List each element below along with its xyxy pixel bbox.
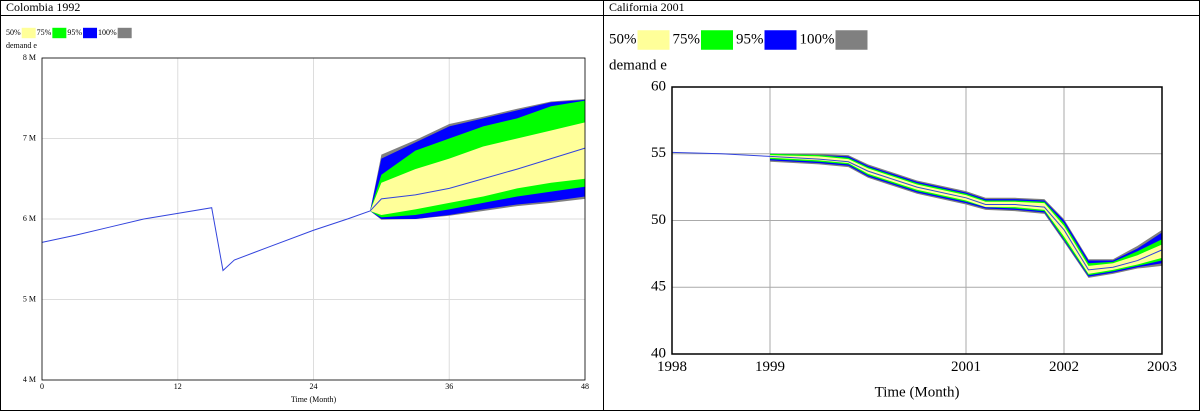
y-tick-label: 45 bbox=[651, 279, 666, 295]
band bbox=[370, 122, 585, 215]
legend-label: 95% bbox=[67, 28, 82, 37]
y-tick-label: 55 bbox=[651, 145, 666, 161]
x-axis-label: Time (Month) bbox=[875, 384, 960, 400]
legend-swatch bbox=[701, 30, 733, 50]
legend-label: 50% bbox=[609, 31, 637, 47]
legend-swatch bbox=[83, 27, 98, 39]
y-tick-label: 7 M bbox=[23, 133, 36, 142]
x-tick-label: 1999 bbox=[755, 359, 785, 375]
legend-label: 75% bbox=[673, 31, 701, 47]
plot-frame bbox=[671, 86, 1163, 355]
y-tick-label: 6 M bbox=[23, 214, 36, 223]
legend-label: 95% bbox=[736, 31, 764, 47]
chart-title: Colombia 1992 bbox=[6, 0, 80, 14]
legend-swatch bbox=[117, 27, 132, 39]
y-tick-label: 40 bbox=[651, 345, 666, 361]
x-tick-label: 0 bbox=[40, 382, 44, 391]
legend-swatch bbox=[637, 30, 670, 50]
x-axis-label: Time (Month) bbox=[291, 395, 337, 404]
y-tick-label: 8 M bbox=[23, 53, 36, 62]
legend-swatch bbox=[764, 30, 797, 50]
y-tick-label: 50 bbox=[651, 212, 666, 228]
x-tick-label: 2002 bbox=[1049, 359, 1079, 375]
y-tick-label: 4 M bbox=[23, 375, 36, 384]
legend-swatch bbox=[52, 27, 67, 39]
x-tick-label: 12 bbox=[174, 382, 182, 391]
x-tick-label: 2001 bbox=[951, 359, 981, 375]
band bbox=[770, 155, 1162, 274]
y-axis-label: demand e bbox=[609, 57, 667, 73]
x-tick-label: 24 bbox=[310, 382, 318, 391]
legend-swatch bbox=[21, 27, 36, 39]
legend-label: 75% bbox=[37, 28, 52, 37]
y-tick-label: 60 bbox=[651, 78, 666, 94]
x-tick-label: 36 bbox=[445, 382, 453, 391]
legend-label: 100% bbox=[800, 31, 835, 47]
chart-title: California 2001 bbox=[609, 0, 685, 14]
x-tick-label: 2003 bbox=[1147, 359, 1177, 375]
plot-frame bbox=[41, 57, 586, 381]
line bbox=[671, 151, 1163, 271]
y-axis-label: demand e bbox=[6, 41, 37, 50]
x-tick-label: 48 bbox=[581, 382, 589, 391]
y-tick-label: 5 M bbox=[23, 294, 36, 303]
legend-swatch bbox=[835, 30, 868, 50]
legend-label: 100% bbox=[98, 28, 117, 37]
x-tick-label: 1998 bbox=[657, 359, 687, 375]
line bbox=[41, 147, 586, 272]
legend-label: 50% bbox=[6, 28, 21, 37]
